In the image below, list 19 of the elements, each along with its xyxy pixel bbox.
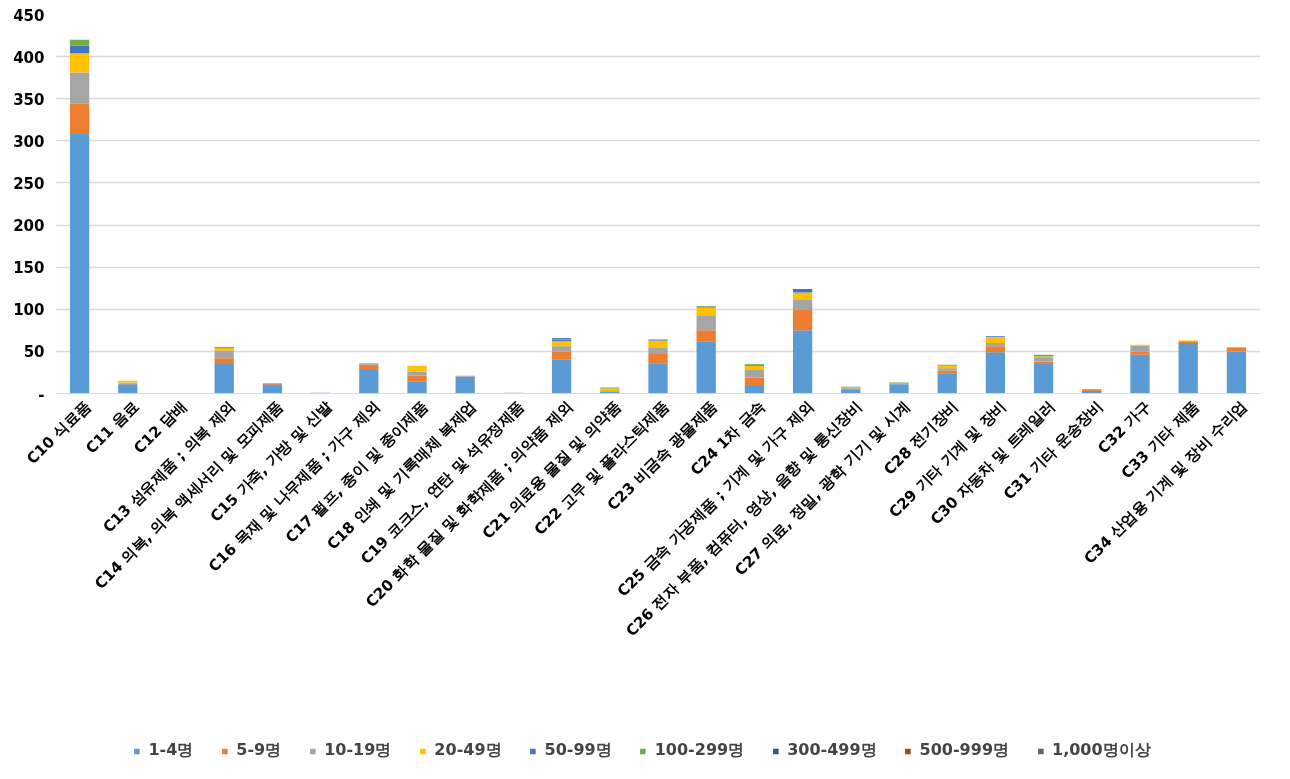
y-tick-label: - xyxy=(38,385,45,404)
legend-label: 1-4명 xyxy=(148,740,194,761)
legend-label: 1,000명이상 xyxy=(1052,740,1151,761)
legend-label: 20-49명 xyxy=(434,740,502,761)
legend-label: 10-19명 xyxy=(324,740,392,761)
legend-label: 50-99명 xyxy=(544,740,612,761)
y-tick-label: 200 xyxy=(13,217,45,236)
y-tick-label: 300 xyxy=(13,132,45,151)
y-tick-label: 150 xyxy=(13,259,45,278)
y-tick-label: 250 xyxy=(13,174,45,193)
legend-label: 300-499명 xyxy=(787,740,877,761)
legend-label: 100-299명 xyxy=(654,740,745,761)
y-tick-label: 100 xyxy=(13,301,45,320)
y-tick-label: 350 xyxy=(13,90,45,109)
legend-label: 5-9명 xyxy=(236,740,282,761)
y-tick-label: 400 xyxy=(13,48,45,67)
y-tick-label: 50 xyxy=(23,343,45,362)
y-tick-label: 450 xyxy=(13,6,45,25)
legend-label: 500-999명 xyxy=(919,740,1010,761)
